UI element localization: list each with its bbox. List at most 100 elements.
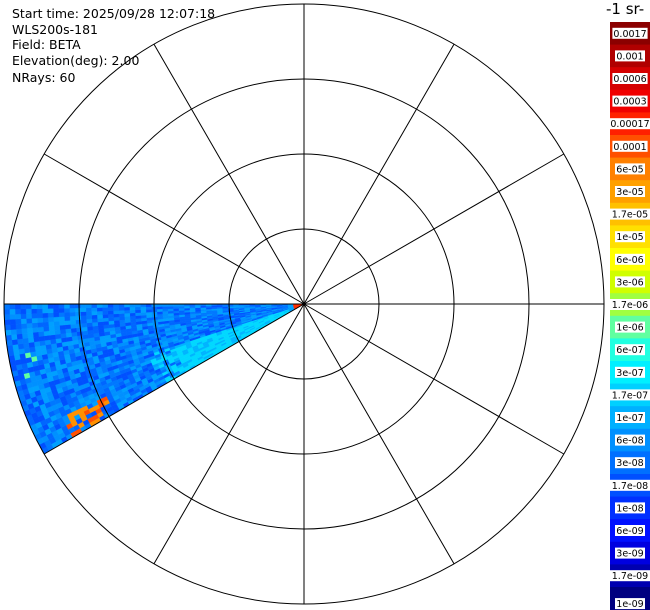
scan-cell	[70, 327, 77, 333]
scan-cell	[14, 303, 21, 310]
scan-cell	[145, 314, 153, 319]
scan-cell	[9, 308, 16, 315]
scan-cell	[80, 311, 87, 316]
scan-cell	[31, 303, 38, 310]
scan-cell	[69, 315, 76, 321]
scan-cell	[3, 308, 10, 315]
scan-cell	[21, 332, 29, 339]
colorbar-tick-label: 0.0001	[613, 142, 646, 153]
scan-cell	[107, 317, 115, 322]
colorbar-label-bg	[615, 502, 645, 514]
scan-cell	[140, 306, 147, 310]
scan-cell	[9, 323, 17, 330]
scan-cell	[15, 323, 22, 330]
scan-cell	[91, 314, 98, 320]
scan-cell	[12, 343, 19, 351]
colorbar-tick-label: 6e-05	[616, 164, 643, 175]
scan-cell	[194, 305, 201, 309]
scan-cell	[63, 311, 71, 317]
colorbar-tick-label: 1e-07	[616, 413, 643, 424]
colorbar-label-bg	[609, 118, 650, 130]
scan-cell	[63, 303, 70, 309]
scan-cell	[63, 307, 70, 313]
scan-cell	[161, 306, 168, 310]
scan-cell	[20, 323, 28, 329]
azimuth-spoke	[303, 153, 565, 305]
scan-cell	[9, 318, 16, 325]
scan-cell	[74, 315, 82, 321]
colorbar-label-bg	[615, 163, 645, 175]
scan-cell	[48, 329, 56, 336]
colorbar-tick-label: 1.7e-07	[612, 390, 648, 401]
scan-cell	[112, 310, 120, 315]
scan-cell	[11, 338, 18, 346]
scan-cell	[59, 324, 66, 330]
colorbar-label-bg	[615, 276, 645, 288]
scan-cell	[58, 316, 65, 322]
colorbar-label-bg	[615, 253, 645, 265]
scan-cell	[74, 307, 81, 313]
scan-cell	[36, 308, 43, 314]
scan-cell	[113, 313, 120, 318]
scan-cell	[101, 307, 109, 312]
scan-cell	[47, 316, 54, 323]
scan-cell	[75, 319, 82, 325]
scan-cell	[74, 303, 81, 309]
scan-cell	[36, 317, 44, 323]
polar-grid	[3, 3, 605, 605]
scan-cell	[53, 316, 60, 322]
scan-cell	[129, 309, 136, 314]
colorbar-tick-label: 1.7e-05	[612, 210, 648, 221]
scan-cell	[118, 306, 125, 311]
scan-cell	[42, 326, 50, 332]
colorbar-label-bg	[615, 344, 645, 356]
scan-cell	[17, 343, 25, 350]
scan-cell	[102, 310, 109, 315]
scan-cell	[58, 312, 65, 318]
scan-cell	[129, 312, 136, 317]
scan-cell	[145, 309, 152, 313]
colorbar-label-bg	[609, 479, 650, 491]
scan-cell	[32, 331, 39, 338]
scan-cell	[123, 306, 130, 311]
scan-cell	[91, 303, 98, 308]
scan-cell	[58, 307, 65, 313]
scan-cell	[47, 308, 54, 314]
scan-cell	[118, 316, 125, 321]
scan-cell	[172, 308, 179, 312]
colorbar-tick-label: 1e-06	[616, 323, 643, 334]
scan-cell	[52, 303, 59, 309]
colorbar-tick-label: 1e-08	[616, 503, 643, 514]
scan-cell	[47, 312, 54, 318]
nrays-text: NRays: 60	[12, 70, 76, 85]
colorbar-tick-label: 0.0017	[613, 29, 646, 40]
azimuth-spoke	[303, 43, 455, 305]
scan-cell	[85, 303, 92, 309]
colorbar-tick-label: 3e-09	[616, 549, 643, 560]
scan-cell	[42, 321, 49, 328]
scan-cell	[20, 318, 27, 325]
colorbar-label-bg	[615, 598, 645, 610]
scan-cell	[38, 335, 45, 342]
colorbar-label-bg	[615, 321, 645, 333]
scan-cell	[25, 313, 32, 319]
colorbar-tick-label: 1.7e-06	[612, 300, 648, 311]
scan-cell	[25, 303, 32, 310]
scan-cell	[20, 303, 27, 310]
scan-cell	[9, 313, 16, 320]
scan-cell	[113, 319, 120, 325]
scan-sector	[3, 303, 305, 455]
colorbar-label-bg	[615, 366, 645, 378]
scan-cell	[167, 310, 174, 314]
scan-cell	[49, 334, 56, 340]
scan-cell	[58, 320, 66, 326]
scan-cell	[41, 308, 49, 314]
scan-cell	[86, 318, 93, 324]
scan-cell	[134, 309, 141, 314]
scan-cell	[52, 308, 59, 314]
scan-cell	[25, 308, 32, 314]
scan-cell	[118, 310, 125, 314]
scan-cell	[42, 303, 48, 309]
scan-cell	[178, 305, 185, 309]
